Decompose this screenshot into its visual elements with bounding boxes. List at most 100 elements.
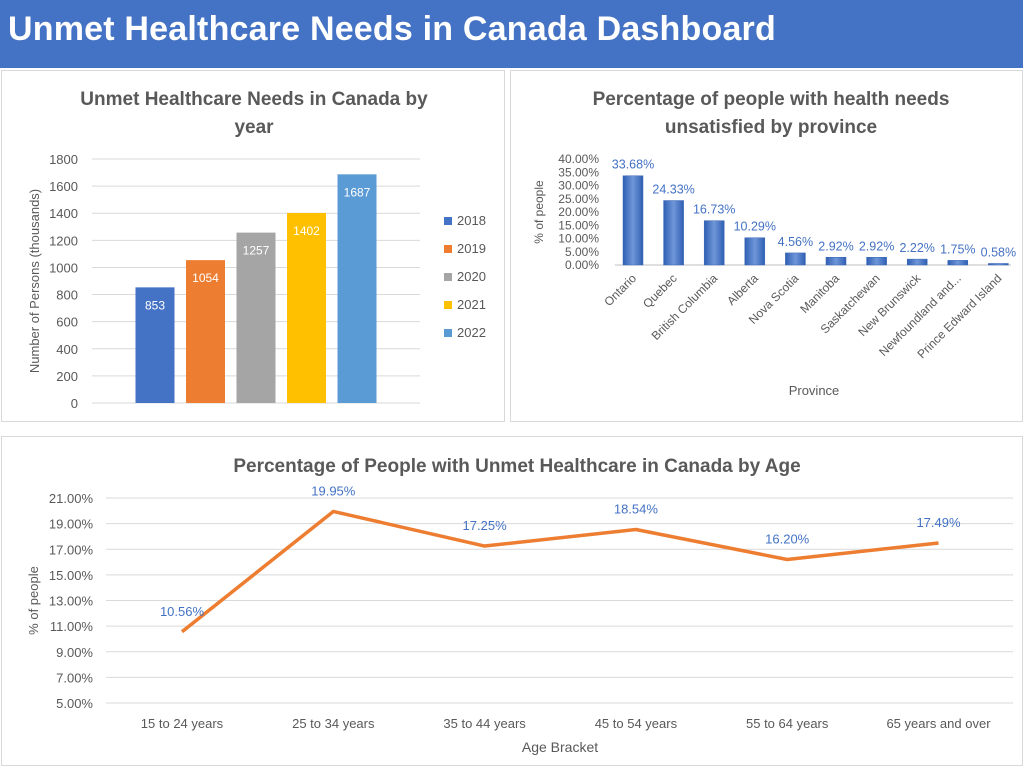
y-tick-label: 17.00% — [49, 542, 94, 557]
x-tick-label: 55 to 64 years — [746, 716, 829, 731]
chart-by-year: Unmet Healthcare Needs in Canada by year 0… — [27, 89, 486, 411]
data-label: 1257 — [243, 244, 270, 258]
dashboard-header: Unmet Healthcare Needs in Canada Dashboa… — [0, 0, 1023, 68]
bar — [135, 287, 175, 403]
y-tick-label: 11.00% — [50, 619, 94, 634]
data-label: 10.56% — [160, 604, 205, 619]
data-label: 1402 — [293, 224, 320, 238]
chart-title: Percentage of people with health needs — [593, 89, 950, 110]
y-tick-label: 1800 — [49, 152, 78, 167]
y-axis-title: % of people — [26, 566, 41, 635]
chart-panel-by-year: Unmet Healthcare Needs in Canada by year 0… — [1, 70, 505, 422]
data-label: 0.58% — [981, 245, 1016, 259]
y-tick-label: 1400 — [49, 206, 78, 221]
y-tick-label: 25.00% — [558, 192, 599, 206]
legend-label: 2022 — [457, 325, 486, 340]
x-tick-label: 65 years and over — [886, 716, 991, 731]
y-tick-label: 400 — [56, 342, 78, 357]
x-tick-label: 45 to 54 years — [595, 716, 678, 731]
bar — [785, 252, 806, 266]
y-tick-label: 19.00% — [49, 517, 94, 532]
y-tick-label: 13.00% — [49, 594, 94, 609]
y-axis-title: % of people — [532, 180, 546, 244]
bar — [236, 232, 276, 403]
data-label: 2.92% — [818, 239, 853, 253]
y-tick-label: 15.00% — [558, 218, 599, 232]
y-tick-label: 200 — [56, 369, 78, 384]
bar — [287, 212, 326, 403]
data-label: 4.56% — [778, 235, 813, 249]
chart-panel-by-province: Percentage of people with health needs un… — [510, 70, 1023, 422]
series-line — [180, 509, 939, 634]
data-label: 16.73% — [693, 203, 735, 217]
data-label: 24.33% — [652, 183, 694, 197]
legend-label: 2019 — [457, 241, 486, 256]
x-tick-label: Ontario — [601, 271, 639, 309]
y-tick-label: 600 — [56, 315, 78, 330]
y-tick-label: 15.00% — [49, 568, 94, 583]
data-label: 16.20% — [765, 532, 810, 547]
legend-swatch — [444, 217, 452, 225]
chart-by-province: Percentage of people with health needs un… — [532, 89, 1016, 398]
data-label: 2.22% — [899, 241, 934, 255]
bar — [186, 260, 225, 403]
legend-label: 2021 — [457, 297, 486, 312]
y-tick-label: 5.00% — [56, 696, 93, 711]
legend-swatch — [444, 245, 452, 253]
bar — [703, 220, 725, 266]
x-axis-title: Age Bracket — [522, 739, 598, 755]
data-label: 33.68% — [612, 158, 654, 172]
legend-label: 2020 — [457, 269, 486, 284]
y-tick-label: 10.00% — [558, 232, 599, 246]
y-tick-label: 7.00% — [56, 670, 93, 685]
chart-title: year — [234, 117, 274, 138]
y-tick-label: 5.00% — [565, 245, 599, 259]
data-label: 17.25% — [463, 518, 508, 533]
x-tick-label: Quebec — [640, 271, 680, 311]
y-tick-label: 0.00% — [565, 258, 599, 272]
data-label: 2.92% — [859, 239, 894, 253]
y-tick-label: 30.00% — [558, 179, 599, 193]
y-tick-label: 0 — [71, 396, 78, 411]
data-label: 853 — [145, 298, 165, 312]
x-tick-label: Alberta — [724, 271, 761, 308]
legend-swatch — [444, 273, 452, 281]
legend-swatch — [444, 329, 452, 337]
y-tick-label: 9.00% — [56, 645, 93, 660]
y-tick-label: 21.00% — [49, 491, 94, 506]
data-label: 1054 — [192, 271, 219, 285]
y-tick-label: 1000 — [49, 260, 78, 275]
y-tick-label: 35.00% — [558, 165, 599, 179]
data-label: 19.95% — [311, 483, 356, 498]
bar — [825, 257, 847, 266]
bar — [337, 174, 377, 403]
x-tick-label: 15 to 24 years — [141, 716, 224, 731]
chart-title: Percentage of People with Unmet Healthca… — [233, 456, 800, 477]
y-tick-label: 800 — [56, 288, 78, 303]
y-tick-label: 40.00% — [558, 152, 599, 166]
data-label: 18.54% — [614, 502, 659, 517]
bar — [866, 257, 887, 266]
data-label: 1.75% — [940, 242, 975, 256]
x-tick-label: 25 to 34 years — [292, 716, 375, 731]
bar — [663, 200, 684, 266]
bar — [622, 175, 644, 266]
bar — [744, 237, 766, 266]
legend-swatch — [444, 301, 452, 309]
y-tick-label: 20.00% — [558, 205, 599, 219]
chart-title: unsatisfied by province — [665, 117, 877, 138]
y-tick-label: 1600 — [49, 179, 78, 194]
chart-by-age: Percentage of People with Unmet Healthca… — [26, 456, 1013, 755]
data-label: 1687 — [344, 185, 371, 199]
chart-title: Unmet Healthcare Needs in Canada by — [80, 89, 428, 110]
legend-label: 2018 — [457, 213, 486, 228]
dashboard-title: Unmet Healthcare Needs in Canada Dashboa… — [8, 10, 776, 48]
data-label: 10.29% — [734, 220, 776, 234]
bar — [988, 263, 1009, 266]
bar — [906, 258, 928, 266]
y-axis-title: Number of Persons (thousands) — [27, 189, 42, 373]
y-tick-label: 1200 — [49, 233, 78, 248]
bar — [947, 260, 969, 266]
x-axis-title: Province — [789, 383, 840, 398]
data-label: 17.49% — [916, 515, 961, 530]
